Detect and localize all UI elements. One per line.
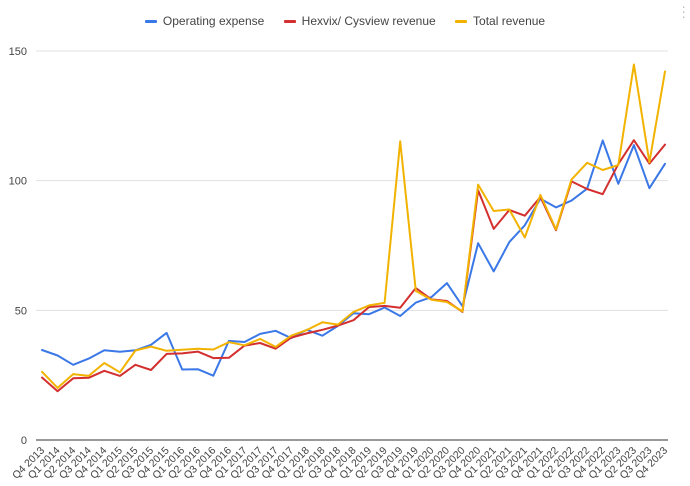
legend-swatch-hexvix-revenue [283,20,296,24]
series-line-total-revenue [41,63,666,389]
legend-item-hexvix-revenue[interactable]: Hexvix/ Cysview revenue [283,14,436,28]
y-tick-label: 100 [9,176,27,188]
legend-label-hexvix-revenue: Hexvix/ Cysview revenue [301,14,436,28]
series-line-operating-expense [41,139,666,377]
y-tick-label: 50 [15,305,27,317]
series-line-hexvix-cysview-revenue [41,139,666,393]
more-vert-icon[interactable]: · · · [681,0,686,24]
y-tick-label: 0 [21,435,27,447]
legend-label-operating-expense: Operating expense [162,14,265,28]
legend-item-total-revenue[interactable]: Total revenue [455,14,545,28]
legend-swatch-total-revenue [455,20,468,24]
legend-item-operating-expense[interactable]: Operating expense [144,14,265,28]
legend-label-total-revenue: Total revenue [473,14,546,28]
legend-swatch-operating-expense [144,20,157,24]
chart-legend: Operating expense Hexvix/ Cysview revenu… [0,14,690,28]
y-tick-label: 150 [9,46,27,58]
